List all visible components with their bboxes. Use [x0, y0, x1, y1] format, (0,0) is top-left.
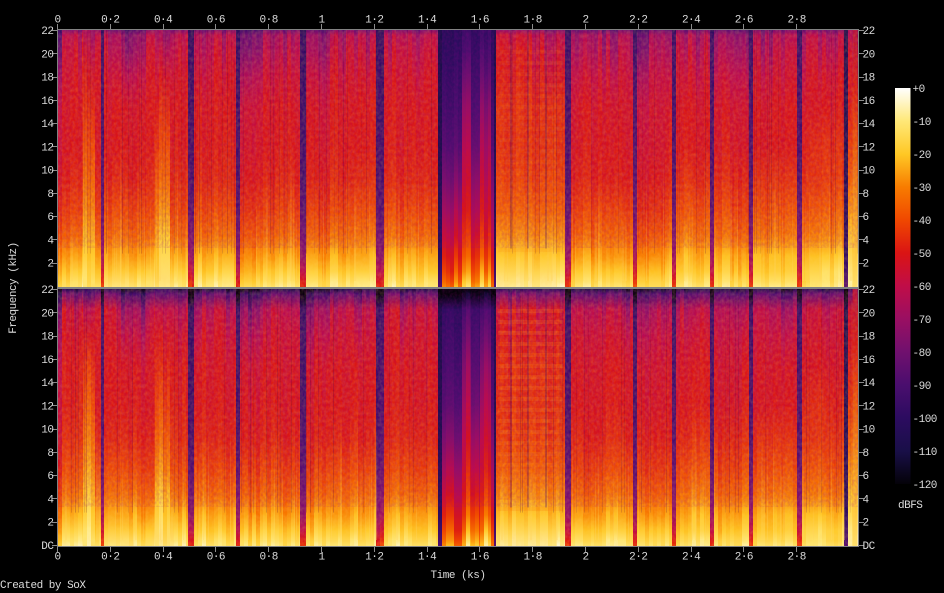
svg-text:-70: -70: [913, 315, 931, 327]
svg-text:18: 18: [863, 332, 875, 344]
svg-text:20: 20: [863, 49, 875, 61]
svg-text:8: 8: [47, 448, 53, 460]
svg-text:1·2: 1·2: [365, 15, 383, 27]
svg-text:12: 12: [41, 142, 53, 154]
svg-text:2·2: 2·2: [629, 552, 647, 564]
svg-text:4: 4: [863, 235, 870, 247]
svg-text:4: 4: [863, 494, 870, 506]
svg-text:-40: -40: [913, 216, 931, 228]
svg-text:2: 2: [863, 518, 869, 530]
svg-text:-120: -120: [913, 480, 937, 492]
svg-text:DC: DC: [863, 541, 876, 553]
svg-text:2·4: 2·4: [682, 552, 701, 564]
svg-text:0·2: 0·2: [101, 15, 119, 27]
svg-text:2·6: 2·6: [735, 552, 753, 564]
svg-text:DC: DC: [41, 541, 54, 553]
svg-text:22: 22: [41, 285, 53, 297]
svg-text:22: 22: [41, 26, 53, 38]
svg-text:12: 12: [41, 401, 53, 413]
svg-text:-60: -60: [913, 282, 931, 294]
svg-text:2·8: 2·8: [788, 15, 806, 27]
svg-text:Created by SoX: Created by SoX: [0, 580, 86, 592]
svg-text:16: 16: [863, 96, 875, 108]
svg-text:12: 12: [863, 142, 875, 154]
svg-text:1: 1: [318, 15, 325, 27]
svg-text:-20: -20: [913, 150, 931, 162]
svg-text:2: 2: [47, 259, 53, 271]
svg-text:1: 1: [318, 552, 325, 564]
svg-text:0: 0: [54, 552, 60, 564]
svg-text:16: 16: [863, 355, 875, 367]
svg-text:2·4: 2·4: [682, 15, 701, 27]
svg-text:2·6: 2·6: [735, 15, 753, 27]
svg-text:1·4: 1·4: [418, 552, 437, 564]
svg-text:12: 12: [863, 401, 875, 413]
svg-text:1·6: 1·6: [471, 552, 489, 564]
svg-text:18: 18: [41, 332, 53, 344]
svg-text:0·2: 0·2: [101, 552, 119, 564]
svg-text:20: 20: [863, 308, 875, 320]
svg-text:4: 4: [47, 235, 54, 247]
svg-text:-80: -80: [913, 348, 931, 360]
svg-text:2: 2: [582, 552, 588, 564]
svg-text:Frequency (kHz): Frequency (kHz): [8, 242, 20, 334]
svg-text:20: 20: [41, 308, 53, 320]
svg-text:-10: -10: [913, 117, 931, 129]
svg-text:Time (ks): Time (ks): [431, 570, 486, 582]
svg-text:2·8: 2·8: [788, 552, 806, 564]
svg-text:10: 10: [863, 425, 875, 437]
svg-text:8: 8: [863, 189, 869, 201]
svg-text:14: 14: [863, 378, 876, 390]
svg-text:6: 6: [863, 212, 869, 224]
svg-text:4: 4: [47, 494, 54, 506]
svg-text:0·8: 0·8: [260, 15, 278, 27]
svg-text:14: 14: [41, 119, 54, 131]
svg-text:18: 18: [863, 73, 875, 85]
svg-text:16: 16: [41, 96, 53, 108]
svg-text:0·4: 0·4: [154, 552, 173, 564]
svg-text:10: 10: [41, 425, 53, 437]
svg-text:6: 6: [863, 471, 869, 483]
svg-text:0: 0: [54, 15, 60, 27]
svg-text:1·6: 1·6: [471, 15, 489, 27]
svg-text:20: 20: [41, 49, 53, 61]
svg-text:+0: +0: [913, 84, 925, 96]
svg-text:-30: -30: [913, 183, 931, 195]
svg-text:1·8: 1·8: [524, 15, 542, 27]
svg-text:22: 22: [863, 26, 875, 38]
svg-text:-110: -110: [913, 447, 937, 459]
svg-text:1·8: 1·8: [524, 552, 542, 564]
svg-text:14: 14: [41, 378, 54, 390]
svg-text:-90: -90: [913, 381, 931, 393]
svg-text:0·8: 0·8: [260, 552, 278, 564]
svg-text:6: 6: [47, 471, 53, 483]
svg-text:2: 2: [582, 15, 588, 27]
svg-text:10: 10: [863, 166, 875, 178]
svg-text:1·4: 1·4: [418, 15, 437, 27]
svg-text:0·6: 0·6: [207, 15, 225, 27]
svg-text:0·6: 0·6: [207, 552, 225, 564]
svg-text:2: 2: [47, 518, 53, 530]
svg-text:16: 16: [41, 355, 53, 367]
svg-text:1·2: 1·2: [365, 552, 383, 564]
svg-text:10: 10: [41, 166, 53, 178]
svg-text:-100: -100: [913, 414, 937, 426]
svg-text:dBFS: dBFS: [898, 500, 923, 512]
svg-text:2: 2: [863, 259, 869, 271]
svg-text:22: 22: [863, 285, 875, 297]
svg-text:-50: -50: [913, 249, 931, 261]
svg-text:2·2: 2·2: [629, 15, 647, 27]
svg-text:0·4: 0·4: [154, 15, 173, 27]
svg-text:14: 14: [863, 119, 876, 131]
svg-text:6: 6: [47, 212, 53, 224]
svg-text:8: 8: [47, 189, 53, 201]
svg-text:8: 8: [863, 448, 869, 460]
svg-text:18: 18: [41, 73, 53, 85]
